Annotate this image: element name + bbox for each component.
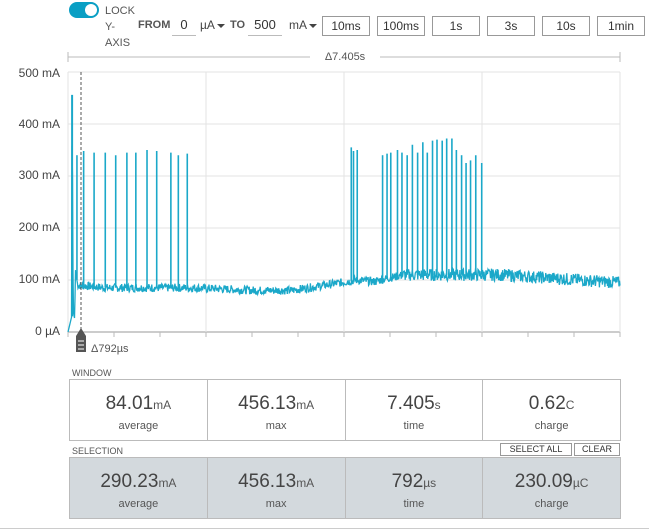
lock-label-line2: Y- — [105, 21, 115, 33]
toggle-knob — [85, 4, 97, 16]
window-charge: 0.62C charge — [483, 380, 620, 440]
window-stats: 84.01mA average 456.13mA max 7.405s time… — [69, 379, 621, 441]
stat-label: max — [265, 420, 287, 432]
stat-value: 0.62 — [528, 393, 566, 414]
stat-unit: mA — [296, 476, 315, 490]
chevron-down-icon — [309, 23, 317, 28]
to-input[interactable] — [248, 14, 282, 36]
stat-value: 7.405 — [387, 393, 435, 414]
selection-charge: 230.09µC charge — [483, 458, 620, 518]
clear-button[interactable]: CLEAR — [574, 443, 620, 456]
stat-unit: s — [434, 398, 441, 412]
stat-value: 792 — [391, 471, 424, 492]
stat-value: 84.01 — [105, 393, 154, 414]
bottom-divider — [0, 528, 649, 529]
chart-canvas[interactable] — [0, 46, 649, 361]
window-10s-button[interactable]: 10s — [542, 16, 590, 36]
window-3s-button[interactable]: 3s — [487, 16, 535, 36]
window-duration-label: Δ7.405s — [310, 51, 380, 63]
stat-unit: C — [565, 398, 575, 412]
stat-unit: µs — [423, 476, 437, 490]
stat-label: max — [265, 498, 287, 510]
current-chart[interactable]: Δ7.405s 500 mA 400 mA 300 mA 200 mA 100 … — [0, 46, 649, 361]
stat-label: time — [403, 498, 425, 510]
stat-label: average — [118, 498, 159, 510]
stat-value: 456.13 — [238, 471, 297, 492]
window-1min-button[interactable]: 1min — [597, 16, 645, 36]
stat-label: time — [403, 420, 425, 432]
lock-y-axis-toggle[interactable] — [69, 2, 99, 18]
from-input[interactable] — [172, 14, 196, 36]
stat-unit: mA — [296, 398, 315, 412]
lock-label-line1: LOCK — [105, 5, 135, 17]
selection-stats: 290.23mA average 456.13mA max 792µs time… — [69, 457, 621, 519]
to-unit-text: mA — [289, 18, 307, 32]
y-tick-200: 200 mA — [18, 220, 60, 234]
from-unit-select[interactable]: µA — [200, 18, 225, 32]
stat-label: charge — [534, 498, 569, 510]
from-unit-text: µA — [200, 18, 215, 32]
y-tick-500: 500 mA — [18, 66, 60, 80]
stat-label: average — [118, 420, 159, 432]
y-tick-300: 300 mA — [18, 168, 60, 182]
stat-unit: µC — [572, 476, 589, 490]
window-100ms-button[interactable]: 100ms — [377, 16, 425, 36]
selection-section-title: SELECTION — [72, 446, 124, 456]
selection-average: 290.23mA average — [70, 458, 208, 518]
window-average: 84.01mA average — [70, 380, 208, 440]
stat-value: 456.13 — [238, 393, 297, 414]
selection-max: 456.13mA max — [208, 458, 346, 518]
window-10ms-button[interactable]: 10ms — [322, 16, 370, 36]
lock-label-line3: AXIS — [105, 37, 131, 49]
lock-y-axis-label: LOCK Y- AXIS — [105, 3, 135, 51]
selection-handle-icon — [76, 328, 86, 352]
selection-time: 792µs time — [346, 458, 484, 518]
stat-label: charge — [534, 420, 569, 432]
to-label: TO — [230, 19, 246, 31]
y-tick-0: 0 µA — [35, 324, 60, 338]
stat-unit: mA — [158, 476, 177, 490]
chevron-down-icon — [216, 23, 225, 28]
stat-value: 230.09 — [514, 471, 573, 492]
window-time: 7.405s time — [346, 380, 484, 440]
y-tick-100: 100 mA — [18, 272, 60, 286]
to-unit-select[interactable]: mA — [289, 18, 317, 32]
stat-unit: mA — [153, 398, 172, 412]
window-max: 456.13mA max — [208, 380, 346, 440]
window-1s-button[interactable]: 1s — [432, 16, 480, 36]
from-label: FROM — [138, 19, 171, 31]
selection-duration-label: Δ792µs — [91, 343, 129, 355]
stat-value: 290.23 — [100, 471, 159, 492]
select-all-button[interactable]: SELECT ALL — [500, 443, 572, 456]
y-tick-400: 400 mA — [18, 117, 60, 131]
current-trace — [67, 145, 621, 333]
window-section-title: WINDOW — [72, 368, 112, 378]
